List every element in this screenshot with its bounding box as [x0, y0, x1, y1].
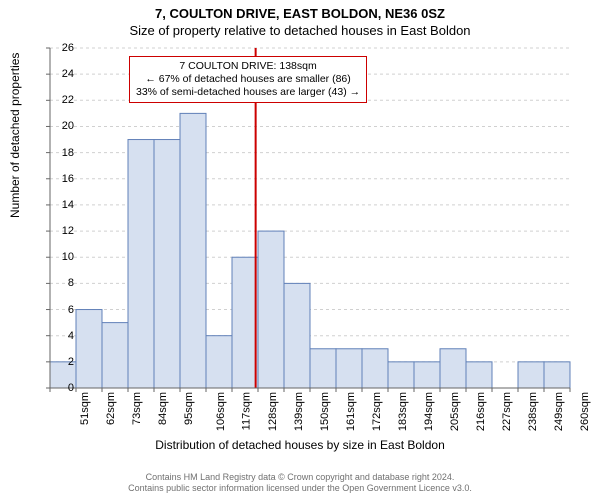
- x-tick-label: 128sqm: [267, 392, 279, 431]
- y-tick-label: 20: [50, 120, 74, 132]
- x-tick-label: 194sqm: [423, 392, 435, 431]
- y-axis-label: Number of detached properties: [8, 53, 22, 218]
- x-tick-label: 150sqm: [319, 392, 331, 431]
- x-tick-label: 238sqm: [527, 392, 539, 431]
- x-tick-label: 73sqm: [131, 392, 143, 425]
- x-tick-label: 62sqm: [105, 392, 117, 425]
- x-tick-label: 260sqm: [579, 392, 591, 431]
- annotation-line-1: 7 COULTON DRIVE: 138sqm: [136, 60, 360, 73]
- y-tick-label: 0: [50, 382, 74, 394]
- y-tick-label: 18: [50, 147, 74, 159]
- chart-area: 7 COULTON DRIVE: 138sqm ← 67% of detache…: [50, 48, 570, 388]
- x-tick-label: 106sqm: [215, 392, 227, 431]
- y-tick-label: 22: [50, 94, 74, 106]
- y-tick-label: 2: [50, 356, 74, 368]
- footer-line-1: Contains HM Land Registry data © Crown c…: [0, 472, 600, 483]
- x-tick-label: 216sqm: [475, 392, 487, 431]
- y-tick-label: 4: [50, 330, 74, 342]
- y-tick-label: 26: [50, 42, 74, 54]
- x-tick-label: 84sqm: [157, 392, 169, 425]
- y-tick-label: 8: [50, 277, 74, 289]
- annotation-line-2: ← 67% of detached houses are smaller (86…: [136, 73, 360, 86]
- y-tick-label: 12: [50, 225, 74, 237]
- footer-line-2: Contains public sector information licen…: [0, 483, 600, 494]
- title-description: Size of property relative to detached ho…: [0, 21, 600, 38]
- x-tick-label: 139sqm: [293, 392, 305, 431]
- chart-container: 7, COULTON DRIVE, EAST BOLDON, NE36 0SZ …: [0, 0, 600, 500]
- x-tick-label: 51sqm: [79, 392, 91, 425]
- x-tick-label: 205sqm: [449, 392, 461, 431]
- annotation-line-3: 33% of semi-detached houses are larger (…: [136, 86, 360, 99]
- x-tick-label: 249sqm: [553, 392, 565, 431]
- title-address: 7, COULTON DRIVE, EAST BOLDON, NE36 0SZ: [0, 0, 600, 21]
- x-axis-label: Distribution of detached houses by size …: [0, 438, 600, 452]
- y-tick-label: 10: [50, 251, 74, 263]
- footer-attribution: Contains HM Land Registry data © Crown c…: [0, 472, 600, 495]
- annotation-box: 7 COULTON DRIVE: 138sqm ← 67% of detache…: [129, 56, 367, 103]
- x-tick-label: 117sqm: [240, 392, 252, 430]
- y-tick-label: 24: [50, 68, 74, 80]
- x-tick-label: 172sqm: [371, 392, 383, 431]
- x-tick-label: 161sqm: [345, 392, 357, 431]
- y-tick-label: 14: [50, 199, 74, 211]
- y-tick-label: 16: [50, 173, 74, 185]
- x-tick-label: 95sqm: [183, 392, 195, 425]
- x-tick-label: 227sqm: [501, 392, 513, 431]
- x-tick-label: 183sqm: [397, 392, 409, 431]
- y-tick-label: 6: [50, 304, 74, 316]
